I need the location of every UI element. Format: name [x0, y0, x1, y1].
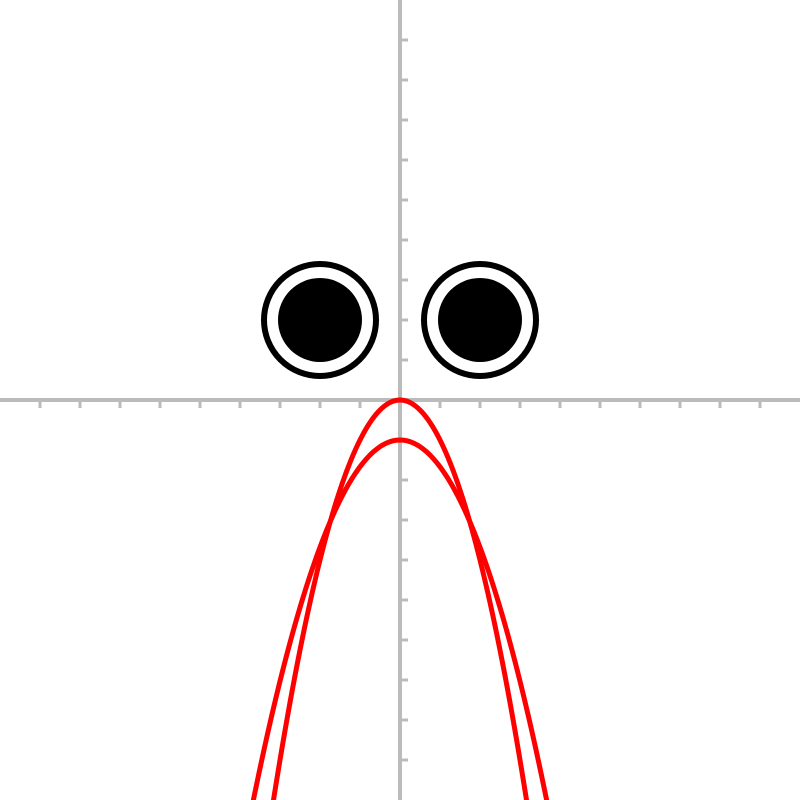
parabola — [250, 437, 550, 800]
ring — [261, 261, 379, 379]
filled-disc — [278, 278, 362, 362]
filled-disc — [438, 278, 522, 362]
ring — [421, 261, 539, 379]
parabola — [270, 397, 530, 800]
